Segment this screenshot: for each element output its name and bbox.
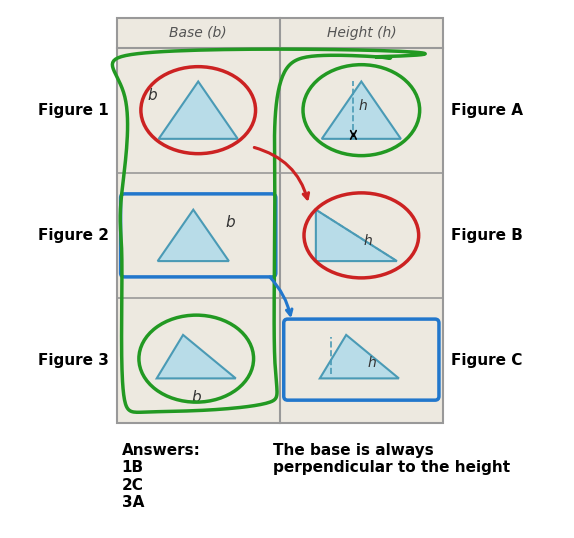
FancyBboxPatch shape bbox=[117, 18, 443, 423]
Polygon shape bbox=[158, 210, 229, 261]
Text: Height (h): Height (h) bbox=[327, 26, 396, 40]
Polygon shape bbox=[158, 81, 238, 139]
Text: b: b bbox=[191, 390, 201, 405]
Polygon shape bbox=[316, 210, 397, 261]
Text: Base (b): Base (b) bbox=[169, 26, 227, 40]
Text: b: b bbox=[147, 88, 157, 103]
Text: b: b bbox=[226, 215, 235, 230]
Text: Figure B: Figure B bbox=[451, 228, 523, 243]
Text: h: h bbox=[363, 233, 372, 247]
Polygon shape bbox=[322, 81, 401, 139]
Text: Figure 1: Figure 1 bbox=[38, 103, 108, 118]
Text: Figure 2: Figure 2 bbox=[38, 228, 108, 243]
Text: Figure 3: Figure 3 bbox=[38, 353, 108, 368]
Polygon shape bbox=[157, 335, 236, 378]
Text: Figure C: Figure C bbox=[451, 353, 522, 368]
Text: Figure A: Figure A bbox=[451, 103, 523, 118]
Text: h: h bbox=[358, 98, 367, 112]
Text: The base is always
perpendicular to the height: The base is always perpendicular to the … bbox=[273, 443, 510, 476]
Polygon shape bbox=[320, 335, 399, 378]
Text: h: h bbox=[367, 356, 376, 370]
Text: Answers:
1B
2C
3A: Answers: 1B 2C 3A bbox=[122, 443, 200, 510]
